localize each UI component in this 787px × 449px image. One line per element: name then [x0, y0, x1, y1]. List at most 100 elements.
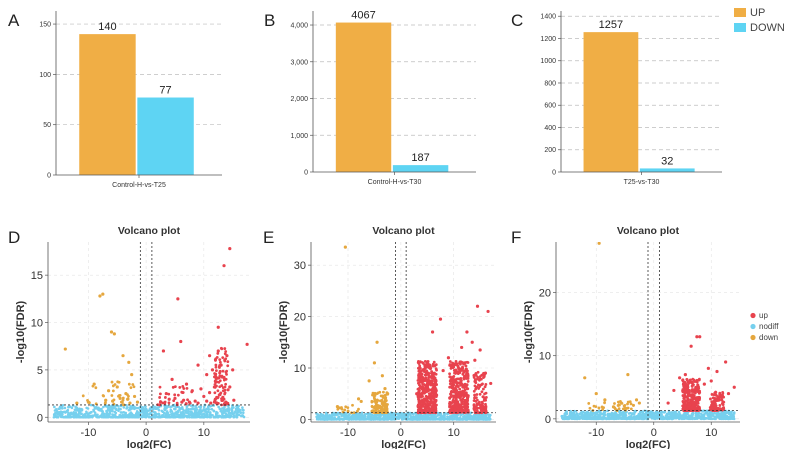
point-nodiff	[729, 415, 732, 418]
point-nodiff	[231, 412, 234, 415]
point-nodiff	[374, 415, 377, 419]
point-up	[223, 358, 226, 362]
point-nodiff	[221, 413, 224, 416]
point-up	[425, 400, 429, 404]
y-tick-label: 30	[294, 260, 306, 272]
point-nodiff	[382, 413, 385, 417]
point-nodiff	[190, 407, 194, 411]
point-nodiff	[237, 413, 241, 417]
point-up	[462, 376, 466, 380]
point-nodiff	[399, 415, 402, 419]
x-tick-label: 0	[651, 427, 657, 439]
bar-up	[583, 32, 639, 172]
point-up	[683, 373, 687, 377]
point-nodiff	[118, 415, 121, 419]
point-up	[458, 387, 462, 391]
point-nodiff	[206, 410, 210, 413]
point-up	[162, 401, 167, 405]
point-nodiff	[331, 411, 334, 415]
point-nodiff	[108, 405, 112, 408]
point-nodiff	[449, 417, 452, 421]
point-nodiff	[91, 414, 95, 418]
point-nodiff	[212, 409, 215, 413]
point-up	[214, 358, 217, 362]
point-up	[454, 360, 458, 363]
point-nodiff	[61, 404, 65, 407]
point-nodiff	[438, 414, 442, 417]
point-down	[124, 391, 128, 396]
point-nodiff	[687, 414, 691, 418]
point-down	[131, 383, 135, 386]
point-nodiff	[707, 412, 710, 415]
point-nodiff	[227, 410, 231, 414]
point-up	[726, 391, 731, 396]
point-down	[626, 373, 630, 377]
point-up	[691, 380, 694, 384]
bar-down	[639, 168, 695, 172]
point-up	[176, 393, 180, 397]
point-down	[113, 383, 117, 386]
point-up	[484, 402, 487, 406]
point-up	[448, 401, 452, 405]
point-up	[476, 370, 480, 374]
point-up	[690, 395, 693, 398]
point-up	[462, 395, 466, 398]
point-nodiff	[568, 411, 572, 415]
point-nodiff	[122, 415, 126, 419]
point-nodiff	[58, 413, 61, 416]
point-nodiff	[484, 417, 488, 421]
point-nodiff	[79, 415, 83, 419]
point-up	[225, 354, 229, 358]
point-nodiff	[224, 408, 228, 412]
point-up	[464, 399, 468, 403]
point-up	[460, 345, 464, 350]
point-nodiff	[72, 415, 76, 419]
point-up	[717, 407, 721, 411]
point-nodiff	[623, 410, 627, 414]
point-nodiff	[568, 414, 571, 418]
point-down	[603, 398, 607, 402]
point-nodiff	[187, 412, 191, 416]
point-nodiff	[99, 409, 102, 412]
point-up	[223, 388, 227, 392]
point-nodiff	[632, 412, 636, 416]
point-nodiff	[588, 415, 592, 418]
point-up	[193, 399, 197, 403]
point-up	[483, 385, 487, 389]
point-down	[617, 403, 621, 407]
point-up	[420, 392, 423, 396]
point-nodiff	[159, 415, 163, 419]
point-up	[417, 362, 421, 365]
point-up	[216, 395, 220, 399]
point-up	[685, 407, 689, 411]
point-up	[428, 403, 432, 407]
point-up	[415, 392, 419, 396]
bar-up	[79, 34, 136, 175]
point-nodiff	[152, 408, 155, 411]
point-up	[213, 379, 217, 383]
point-up	[452, 410, 455, 413]
point-nodiff	[140, 415, 143, 419]
point-nodiff	[716, 411, 719, 415]
point-nodiff	[702, 416, 706, 419]
point-down	[628, 400, 632, 404]
point-up	[190, 389, 194, 393]
point-up	[420, 386, 424, 391]
point-down	[340, 406, 343, 409]
point-up	[416, 408, 420, 412]
point-up	[173, 385, 177, 389]
point-down	[383, 393, 387, 397]
point-nodiff	[696, 412, 700, 416]
point-nodiff	[728, 411, 732, 414]
point-up	[167, 401, 171, 405]
point-nodiff	[202, 412, 206, 416]
point-up	[681, 394, 685, 397]
point-up	[486, 309, 490, 314]
point-nodiff	[240, 414, 244, 417]
point-nodiff	[135, 415, 139, 419]
point-nodiff	[430, 416, 433, 419]
point-up	[213, 383, 217, 386]
series-up	[416, 359, 488, 415]
point-nodiff	[127, 414, 131, 418]
legend-dot-down	[750, 334, 756, 341]
